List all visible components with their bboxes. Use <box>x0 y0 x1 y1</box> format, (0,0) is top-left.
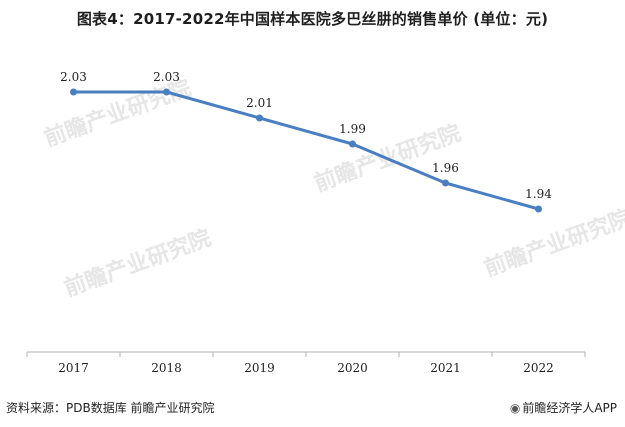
brand-text: 前瞻经济学人APP <box>522 401 617 415</box>
x-tick-label: 2021 <box>430 361 461 375</box>
data-label: 2.03 <box>60 70 87 84</box>
data-point <box>535 205 542 213</box>
chart-title: 图表4：2017-2022年中国样本医院多巴丝肼的销售单价 (单位：元) <box>76 10 549 28</box>
data-point <box>442 179 449 187</box>
series-layer <box>70 88 542 213</box>
watermark-text: 前瞻产业研究院 <box>41 75 195 152</box>
data-label: 1.99 <box>339 122 366 136</box>
data-label: 1.94 <box>525 187 552 201</box>
x-tick-label: 2018 <box>151 361 182 375</box>
data-point <box>70 88 77 96</box>
qianzhan-logo-icon: ◉ <box>509 401 521 415</box>
watermark-text: 前瞻产业研究院 <box>61 225 215 302</box>
data-point <box>163 88 170 96</box>
x-axis: 2017 2018 2019 2020 2021 2022 <box>26 351 586 375</box>
data-label: 2.01 <box>246 96 273 110</box>
x-tick-label: 2019 <box>244 361 275 375</box>
watermark-text: 前瞻产业研究院 <box>481 205 625 282</box>
brand-credit: ◉ 前瞻经济学人APP <box>510 399 617 416</box>
series-line <box>73 90 539 211</box>
x-tick-label: 2020 <box>337 361 368 375</box>
data-point <box>256 114 263 122</box>
x-tick-label: 2022 <box>523 361 554 375</box>
data-label: 1.96 <box>432 161 459 175</box>
source-note: 资料来源：PDB数据库 前瞻产业研究院 <box>6 401 215 415</box>
x-tick-label: 2017 <box>58 361 89 375</box>
data-label: 2.03 <box>153 70 180 84</box>
data-label-layer: 2.03 2.03 2.01 1.99 1.96 1.94 <box>60 70 552 201</box>
data-point <box>349 140 356 148</box>
